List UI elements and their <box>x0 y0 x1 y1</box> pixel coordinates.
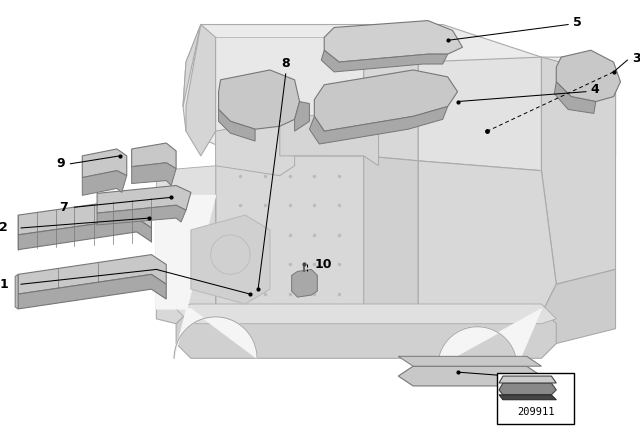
Polygon shape <box>18 274 166 309</box>
Text: 6: 6 <box>556 383 565 396</box>
Polygon shape <box>398 356 541 366</box>
Polygon shape <box>183 25 616 171</box>
Polygon shape <box>186 25 216 156</box>
Polygon shape <box>541 57 616 284</box>
Polygon shape <box>556 50 620 102</box>
Polygon shape <box>176 309 556 358</box>
Text: 4: 4 <box>591 83 600 96</box>
Text: 7: 7 <box>59 201 67 214</box>
Polygon shape <box>294 102 309 131</box>
Polygon shape <box>280 109 378 166</box>
Polygon shape <box>176 304 556 324</box>
Polygon shape <box>321 50 447 72</box>
Bar <box>497 373 574 424</box>
Polygon shape <box>418 57 541 171</box>
Polygon shape <box>324 21 463 62</box>
Polygon shape <box>18 198 152 235</box>
Polygon shape <box>156 195 216 324</box>
Polygon shape <box>499 376 556 383</box>
Polygon shape <box>183 25 201 107</box>
Polygon shape <box>309 107 447 144</box>
Polygon shape <box>364 156 418 314</box>
Polygon shape <box>292 269 317 297</box>
Polygon shape <box>97 185 191 213</box>
Text: 8: 8 <box>282 57 290 70</box>
Polygon shape <box>541 269 616 344</box>
Polygon shape <box>156 195 257 358</box>
Polygon shape <box>314 70 458 131</box>
Polygon shape <box>83 149 127 177</box>
Polygon shape <box>216 37 364 156</box>
Polygon shape <box>15 274 18 309</box>
Polygon shape <box>216 156 364 309</box>
Polygon shape <box>219 109 255 141</box>
Text: 5: 5 <box>573 16 582 29</box>
Text: 209911: 209911 <box>516 407 554 417</box>
Text: 10: 10 <box>314 258 332 271</box>
Polygon shape <box>499 383 556 395</box>
Polygon shape <box>18 254 166 294</box>
Polygon shape <box>554 82 596 113</box>
Text: 9: 9 <box>56 157 65 170</box>
Polygon shape <box>18 218 152 250</box>
Polygon shape <box>97 205 186 225</box>
Polygon shape <box>132 143 176 169</box>
Text: 3: 3 <box>632 52 640 65</box>
Polygon shape <box>418 161 556 314</box>
Polygon shape <box>132 163 176 185</box>
Text: 1: 1 <box>0 278 8 291</box>
Polygon shape <box>364 62 418 161</box>
Polygon shape <box>398 366 541 386</box>
Polygon shape <box>438 309 541 366</box>
Polygon shape <box>83 171 127 195</box>
Polygon shape <box>219 70 300 129</box>
Text: 2: 2 <box>0 221 8 234</box>
Polygon shape <box>156 166 216 195</box>
Polygon shape <box>191 215 270 304</box>
Polygon shape <box>216 119 294 176</box>
Polygon shape <box>499 395 556 400</box>
